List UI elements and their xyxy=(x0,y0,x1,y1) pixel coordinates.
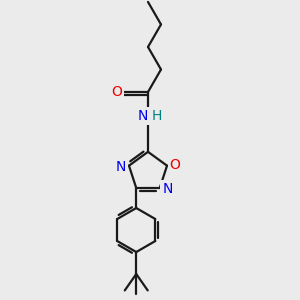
Text: N: N xyxy=(138,109,148,123)
Text: O: O xyxy=(111,85,122,99)
Text: H: H xyxy=(152,109,162,123)
Text: N: N xyxy=(116,160,126,174)
Text: O: O xyxy=(169,158,181,172)
Text: N: N xyxy=(163,182,173,196)
